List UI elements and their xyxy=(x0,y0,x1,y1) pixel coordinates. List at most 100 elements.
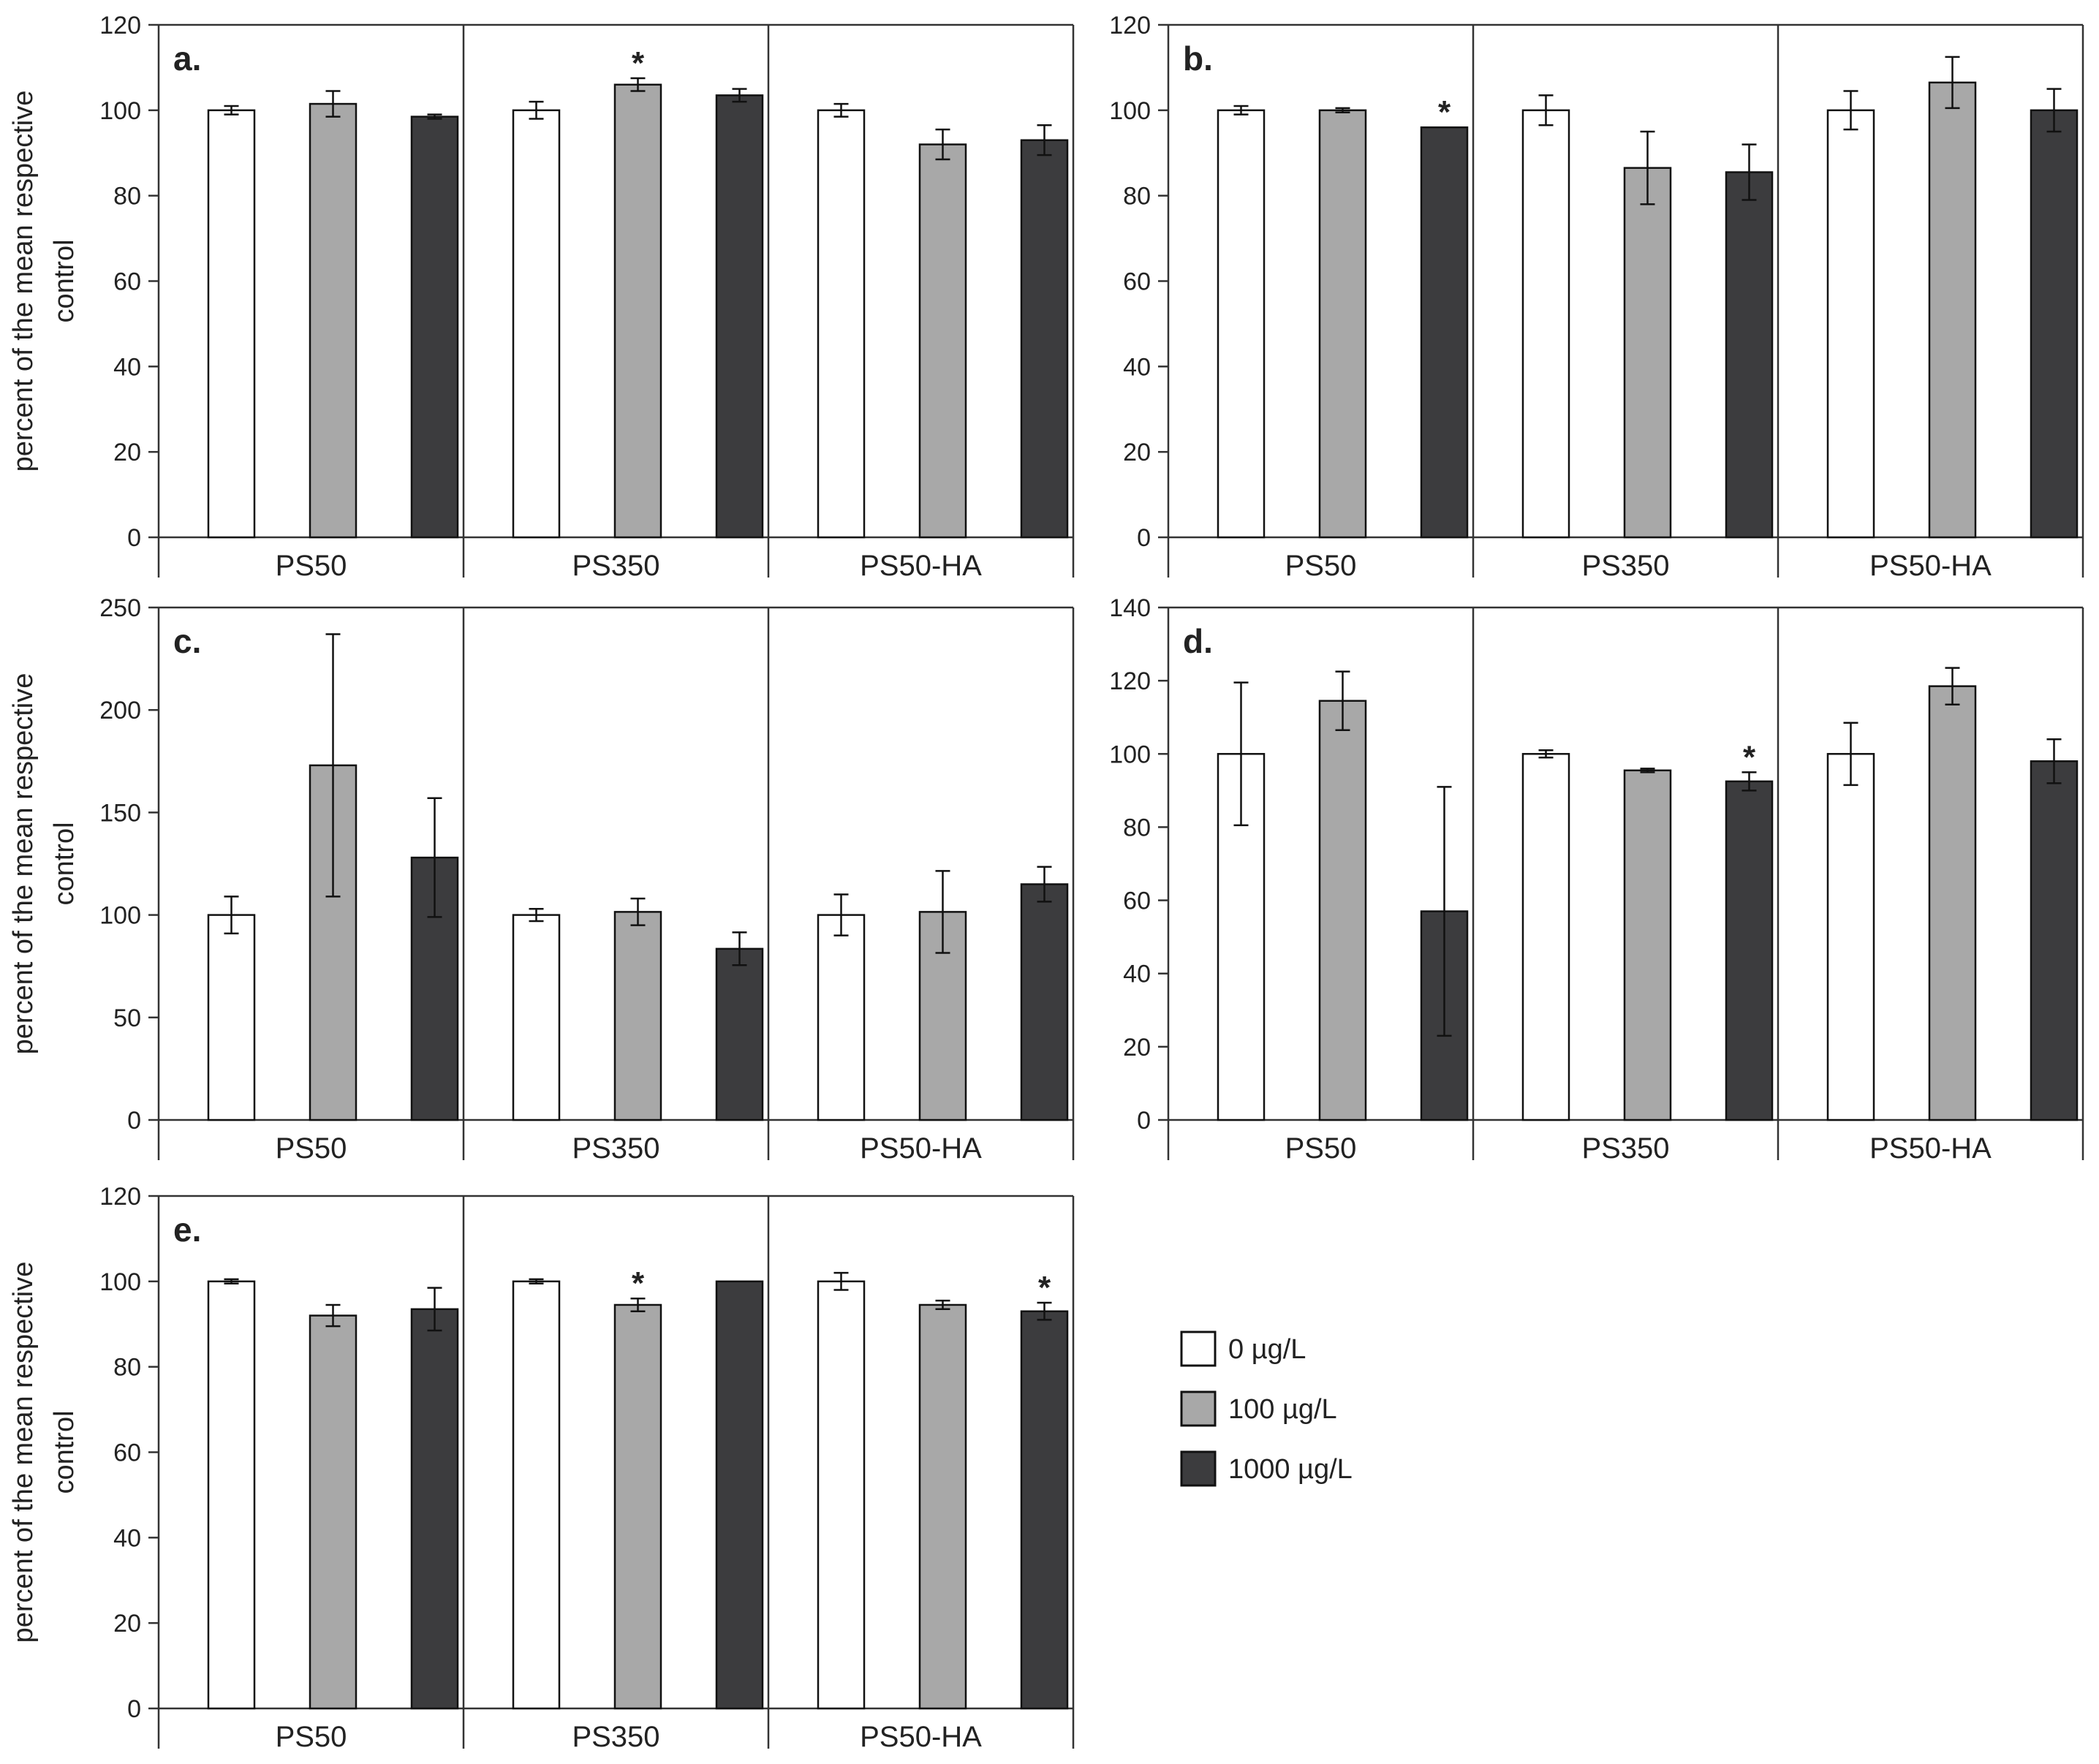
y-tick-label: 100 xyxy=(99,902,141,930)
bar xyxy=(715,94,764,539)
legend-swatch-0 xyxy=(1180,1330,1217,1367)
y-tick-label: 40 xyxy=(1123,961,1151,988)
y-tick-label: 60 xyxy=(1123,268,1151,296)
category-label: PS50-HA xyxy=(860,1132,982,1165)
significance-marker: * xyxy=(1438,94,1451,130)
y-tick-label: 0 xyxy=(127,1107,141,1135)
y-tick-label: 80 xyxy=(1123,183,1151,211)
category-label: PS50 xyxy=(276,1132,347,1165)
y-tick-label: 0 xyxy=(1137,524,1151,552)
y-tick-label: 80 xyxy=(113,183,141,211)
chart-panel-4: 0 20 40 60 80 100 120 140 d. PS50 PS350 PS50-HA * xyxy=(1109,594,2084,1165)
y-tick-label: 120 xyxy=(99,1183,141,1211)
bar xyxy=(715,947,764,1121)
y-tick-label: 40 xyxy=(113,1524,141,1552)
y-tick-label: 140 xyxy=(1109,594,1151,622)
bar xyxy=(1725,780,1774,1121)
bar xyxy=(512,109,561,539)
category-label: PS50 xyxy=(1285,550,1357,582)
chart-panel-2: 0 20 40 60 80 100 120 b. PS50 PS350 PS50-HA * xyxy=(1109,12,2084,582)
bar xyxy=(1826,753,1875,1121)
bar xyxy=(410,1308,459,1710)
bar xyxy=(309,102,358,539)
bar xyxy=(918,1303,967,1710)
bar xyxy=(410,116,459,539)
category-label: PS50-HA xyxy=(1869,550,1992,582)
bar xyxy=(1521,753,1570,1121)
legend-label-0: 0 µg/L xyxy=(1228,1334,1306,1365)
y-tick-label: 120 xyxy=(1109,12,1151,39)
y-tick-label: 50 xyxy=(113,1004,141,1032)
bar xyxy=(918,143,967,539)
y-tick-label: 120 xyxy=(99,12,141,39)
bar xyxy=(1623,769,1672,1121)
chart-panel-1: 0 20 40 60 80 100 120 percent of the mean respe… xyxy=(8,12,1075,582)
significance-marker: * xyxy=(1743,739,1756,775)
bar xyxy=(1928,81,1977,539)
panel-label: e. xyxy=(173,1211,201,1249)
y-tick-label: 60 xyxy=(113,268,141,296)
category-label: PS350 xyxy=(572,1721,659,1753)
y-tick-label: 100 xyxy=(99,97,141,125)
category-label: PS350 xyxy=(1581,550,1669,582)
bar xyxy=(1928,685,1977,1121)
y-tick-label: 60 xyxy=(1123,887,1151,915)
legend: 0 µg/L 100 µg/L 1000 µg/L xyxy=(1180,1330,1353,1487)
y-tick-label: 100 xyxy=(1109,97,1151,125)
y-tick-label: 60 xyxy=(113,1439,141,1467)
bar xyxy=(2030,109,2079,539)
panel-label: a. xyxy=(173,39,201,77)
bar xyxy=(207,1280,256,1710)
significance-marker: * xyxy=(1038,1270,1051,1306)
y-tick-label: 20 xyxy=(113,1610,141,1638)
significance-marker: * xyxy=(632,45,645,81)
y-tick-label: 120 xyxy=(1109,667,1151,695)
category-label: PS50 xyxy=(1285,1132,1357,1165)
bar xyxy=(715,1280,764,1710)
y-tick-label: 40 xyxy=(1123,353,1151,381)
y-tick-label: 0 xyxy=(127,524,141,552)
bar xyxy=(1318,700,1367,1121)
category-label: PS350 xyxy=(1581,1132,1669,1165)
y-tick-label: 150 xyxy=(99,799,141,827)
legend-swatch-1 xyxy=(1180,1390,1217,1427)
bar xyxy=(1020,139,1069,539)
chart-panel-3: 0 50 100 150 200 250 percent of the mean respe… xyxy=(8,594,1075,1165)
bar xyxy=(613,1303,662,1710)
bar xyxy=(1217,109,1266,539)
y-tick-label: 100 xyxy=(1109,741,1151,768)
bar xyxy=(207,914,256,1121)
y-tick-label: 200 xyxy=(99,697,141,724)
category-label: PS50 xyxy=(276,550,347,582)
bar xyxy=(817,914,866,1121)
legend-label-1: 100 µg/L xyxy=(1228,1394,1337,1425)
y-tick-label: 40 xyxy=(113,353,141,381)
bar xyxy=(1623,167,1672,539)
panel-label: c. xyxy=(173,622,201,660)
legend-swatch-2 xyxy=(1180,1450,1217,1487)
category-label: PS50-HA xyxy=(1869,1132,1992,1165)
bar xyxy=(1020,883,1069,1121)
y-tick-label: 100 xyxy=(99,1268,141,1296)
bar xyxy=(817,1280,866,1710)
y-tick-label: 80 xyxy=(113,1354,141,1382)
bar xyxy=(512,1280,561,1710)
y-tick-label: 20 xyxy=(113,439,141,466)
bar xyxy=(512,914,561,1121)
bar xyxy=(817,109,866,539)
y-axis-label: percent of the mean respective control xyxy=(8,1262,80,1643)
y-tick-label: 250 xyxy=(99,594,141,622)
bar xyxy=(1826,109,1875,539)
bar xyxy=(2030,760,2079,1121)
y-tick-label: 20 xyxy=(1123,439,1151,466)
y-axis-label: percent of the mean respective control xyxy=(8,673,80,1055)
chart-panel-5: 0 20 40 60 80 100 120 percent of the mean respe… xyxy=(8,1183,1075,1753)
category-label: PS350 xyxy=(572,1132,659,1165)
category-label: PS50-HA xyxy=(860,1721,982,1753)
panel-label: b. xyxy=(1183,39,1213,77)
category-label: PS50-HA xyxy=(860,550,982,582)
legend-label-2: 1000 µg/L xyxy=(1228,1454,1353,1485)
bar xyxy=(1725,171,1774,539)
y-tick-label: 0 xyxy=(127,1695,141,1723)
